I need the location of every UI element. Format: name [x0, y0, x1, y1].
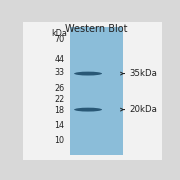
Text: 18: 18: [54, 106, 64, 115]
Text: 20kDa: 20kDa: [129, 105, 157, 114]
Text: 70: 70: [54, 35, 64, 44]
Text: 26: 26: [54, 84, 64, 93]
Text: Western Blot: Western Blot: [65, 24, 128, 34]
Text: 33: 33: [54, 68, 64, 77]
Ellipse shape: [74, 108, 102, 112]
Text: kDa: kDa: [51, 29, 67, 38]
Text: 22: 22: [54, 95, 64, 104]
Text: 10: 10: [54, 136, 64, 145]
Bar: [70, 27, 123, 155]
Ellipse shape: [74, 72, 102, 76]
Text: 44: 44: [54, 55, 64, 64]
Text: 14: 14: [54, 121, 64, 130]
Text: 35kDa: 35kDa: [129, 69, 157, 78]
